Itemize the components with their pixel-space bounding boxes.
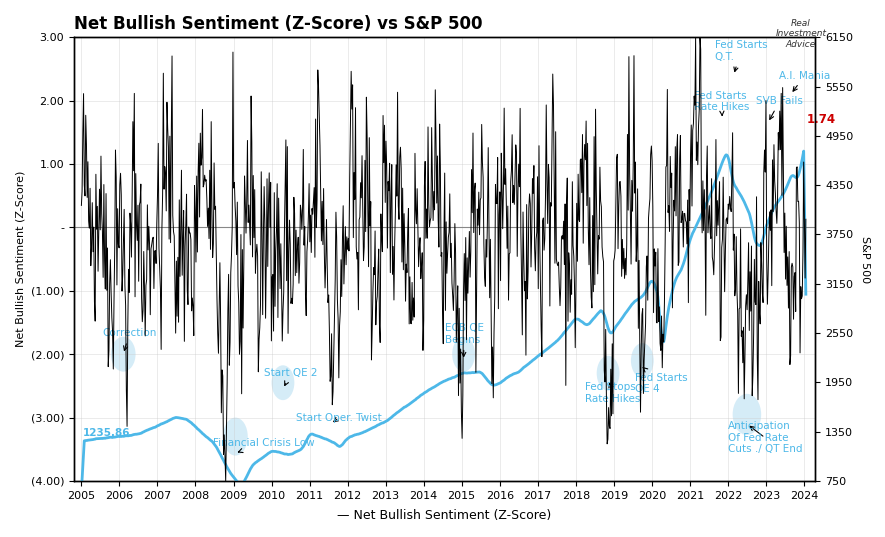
Text: Financial Crisis Low: Financial Crisis Low [212,438,314,453]
Y-axis label: S&P 500: S&P 500 [860,236,870,282]
Text: Correction: Correction [103,329,157,350]
Ellipse shape [223,418,248,455]
Text: Start Oper. Twist: Start Oper. Twist [296,413,382,423]
X-axis label: — Net Bullish Sentiment (Z-Score): — Net Bullish Sentiment (Z-Score) [337,509,551,522]
Ellipse shape [452,337,475,372]
Text: ECB QE
Begins: ECB QE Begins [444,323,483,357]
Text: Fed Starts
QE 4: Fed Starts QE 4 [635,368,688,394]
Text: Start QE 2: Start QE 2 [264,368,318,386]
Y-axis label: Net Bullish Sentiment (Z-Score): Net Bullish Sentiment (Z-Score) [15,171,25,347]
Ellipse shape [733,394,761,435]
Ellipse shape [596,356,619,390]
Text: Real
Investment
Advice: Real Investment Advice [775,19,827,48]
Ellipse shape [631,343,654,378]
Text: Anticipation
Of Fed Rate
Cuts ./ QT End: Anticipation Of Fed Rate Cuts ./ QT End [727,421,803,454]
Text: Net Bullish Sentiment (Z-Score) vs S&P 500: Net Bullish Sentiment (Z-Score) vs S&P 5… [73,15,482,33]
Text: 1.74: 1.74 [807,113,836,126]
Text: A.I. Mania: A.I. Mania [779,70,830,91]
Text: SVB Fails: SVB Fails [757,96,804,119]
Ellipse shape [272,365,295,400]
Text: 1235.86: 1235.86 [83,428,131,438]
Text: Fed Starts
Rate Hikes: Fed Starts Rate Hikes [694,91,749,115]
Text: Fed Stops
Rate Hikes: Fed Stops Rate Hikes [585,382,641,404]
Text: Fed Starts
Q.T.: Fed Starts Q.T. [714,40,767,71]
Ellipse shape [111,337,135,372]
